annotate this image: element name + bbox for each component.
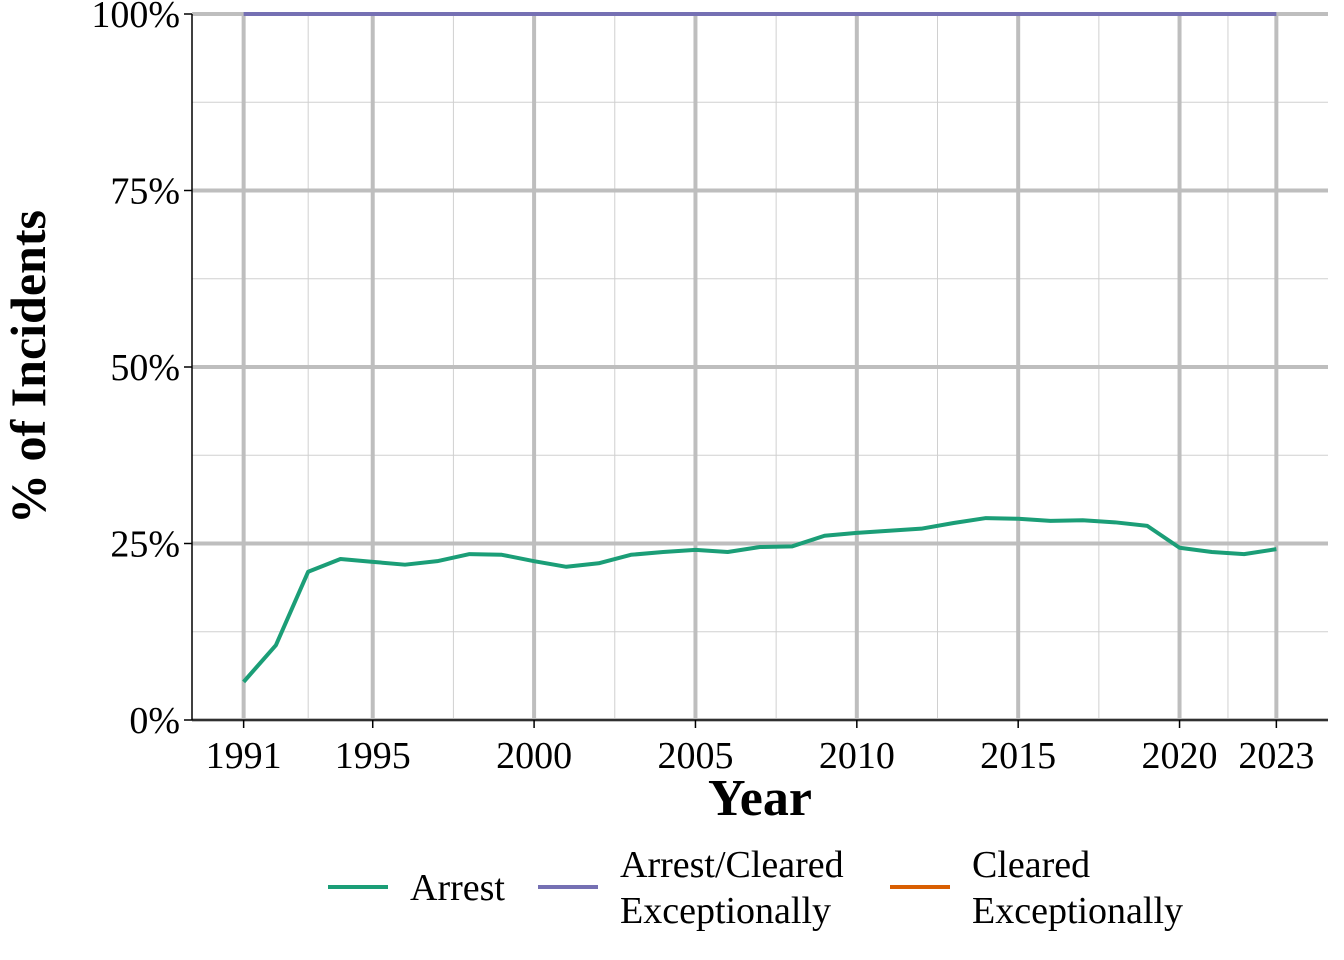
series-line — [242, 516, 1277, 684]
y-tick-label: 50% — [110, 347, 180, 389]
x-tick-label: 2015 — [980, 735, 1056, 777]
y-tick-label: 0% — [129, 700, 180, 742]
x-tick-label: 2005 — [657, 735, 733, 777]
x-axis-title: Year — [708, 770, 812, 827]
x-tick-label: 1991 — [206, 735, 282, 777]
x-tick-label: 2010 — [819, 735, 895, 777]
legend-label: Arrest/Cleared Exceptionally — [620, 844, 844, 932]
x-tick-label: 2000 — [496, 735, 572, 777]
y-tick-label: 100% — [91, 0, 180, 36]
legend-label: Cleared Exceptionally — [972, 844, 1183, 932]
y-axis-title: % of Incidents — [0, 210, 56, 524]
x-tick-label: 2020 — [1142, 735, 1218, 777]
legend-label: Arrest — [410, 867, 505, 909]
x-tick-label: 1995 — [335, 735, 411, 777]
y-tick-label: 25% — [110, 524, 180, 566]
y-tick-label: 75% — [110, 171, 180, 213]
x-tick-label: 2023 — [1238, 735, 1314, 777]
